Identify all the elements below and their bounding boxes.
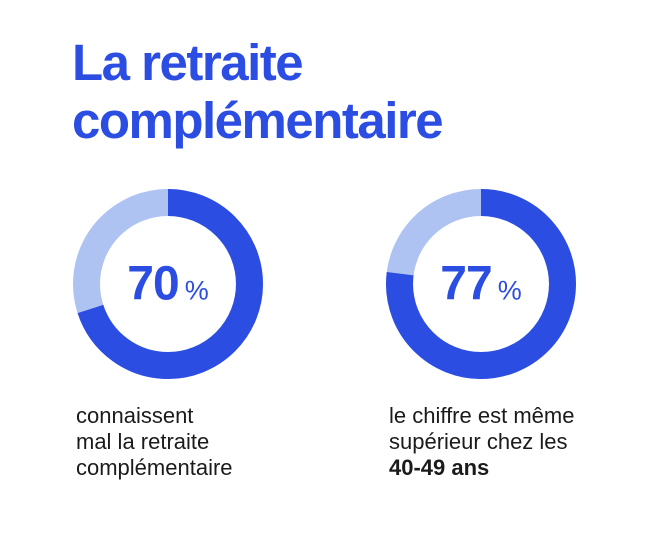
donut-svg-77 [386,189,576,379]
caption-line: supérieur chez les [389,429,568,454]
page-title: La retraite complémentaire [72,34,444,150]
caption-line: complémentaire [76,455,233,480]
donut-arc-70 [73,189,263,379]
page-title-line-2: complémentaire [72,92,444,149]
donut-center-value-70: 70% [73,189,263,379]
percent-sign: % [184,275,209,306]
donut-ring-77: 77% [386,189,576,379]
caption-line: connaissent [76,403,194,428]
donut-chart-77: 77% le chiffre est même supérieur chez le… [386,189,622,481]
percentage-number: 70 [127,257,179,311]
percentage-number: 77 [440,257,492,311]
page-title-line-1: La retraite [72,34,304,91]
caption-line: mal la retraite [76,429,210,454]
caption-line: le chiffre est même [389,403,575,428]
donut-svg-70 [73,189,263,379]
donut-caption-70: connaissent mal la retraite complémentaire [76,403,309,481]
donut-arc-77 [386,189,576,379]
donut-caption-77: le chiffre est même supérieur chez les 40-… [389,403,622,481]
donut-chart-70: 70% connaissent mal la retraite complément… [73,189,309,481]
donut-ring-70: 70% [73,189,263,379]
donut-center-value-77: 77% [386,189,576,379]
percent-sign: % [497,275,522,306]
caption-line-bold: 40-49 ans [389,455,490,480]
